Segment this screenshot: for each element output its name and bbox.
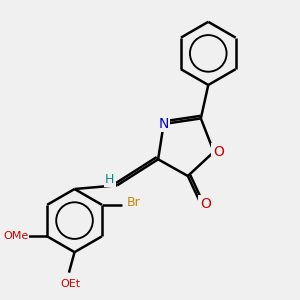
Text: N: N <box>158 117 169 131</box>
Text: H: H <box>105 173 115 186</box>
Text: O: O <box>200 197 211 211</box>
Text: O: O <box>213 145 224 159</box>
Text: OEt: OEt <box>61 279 81 289</box>
Text: OMe: OMe <box>3 231 28 242</box>
Text: Br: Br <box>127 196 140 209</box>
